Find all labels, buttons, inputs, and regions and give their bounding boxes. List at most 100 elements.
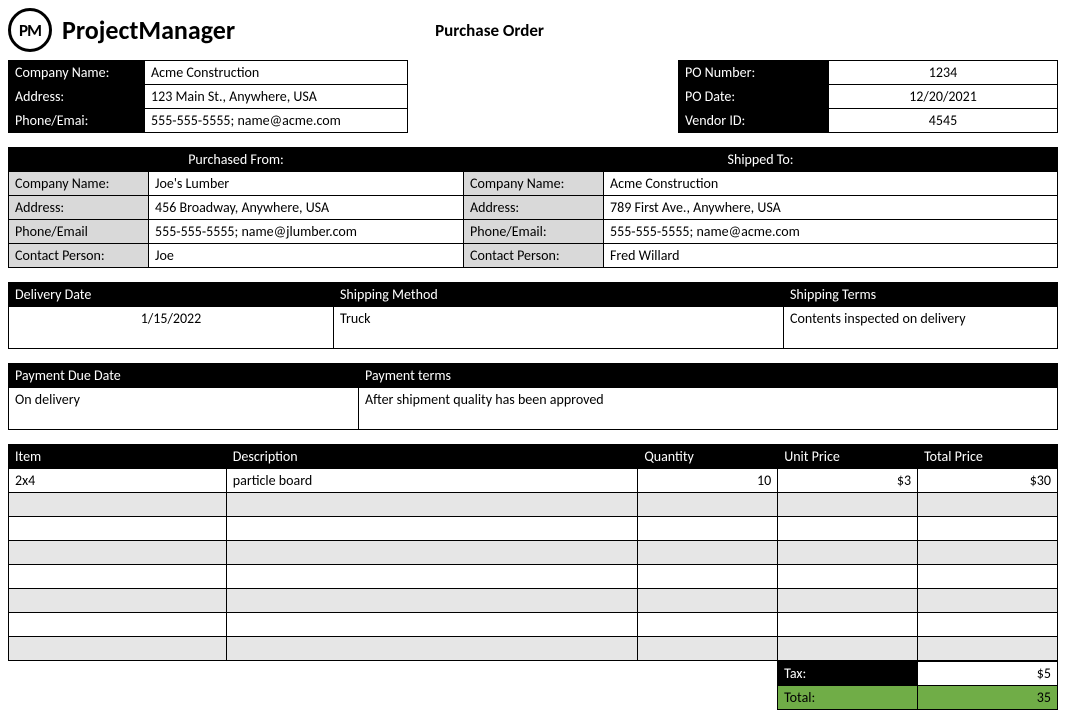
- items-header-unit: Unit Price: [778, 445, 918, 469]
- logo-icon: PM: [8, 8, 52, 52]
- tax-value: $5: [918, 662, 1058, 686]
- po-date-value: 12/20/2021: [829, 85, 1058, 109]
- brand-name: ProjectManager: [62, 14, 235, 46]
- shipping-terms-header: Shipping Terms: [784, 283, 1058, 307]
- items-cell-item: [9, 565, 227, 589]
- items-cell-qty: [638, 613, 778, 637]
- shipping-method-value: Truck: [334, 307, 784, 349]
- items-cell-qty: [638, 517, 778, 541]
- items-cell-qty: [638, 565, 778, 589]
- po-info-table: PO Number: 1234 PO Date: 12/20/2021 Vend…: [678, 60, 1058, 133]
- items-cell-item: [9, 589, 227, 613]
- items-cell-total: [918, 493, 1058, 517]
- items-cell-unit: [778, 589, 918, 613]
- po-number-label: PO Number:: [679, 61, 829, 85]
- items-cell-desc: [226, 613, 638, 637]
- items-cell-item: [9, 541, 227, 565]
- items-cell-unit: [778, 541, 918, 565]
- purchased-from-header: Purchased From:: [9, 148, 464, 172]
- table-row: [9, 541, 1058, 565]
- table-row: [9, 589, 1058, 613]
- items-cell-unit: [778, 565, 918, 589]
- delivery-date-header: Delivery Date: [9, 283, 334, 307]
- table-row: [9, 493, 1058, 517]
- items-cell-unit: [778, 493, 918, 517]
- items-cell-item: [9, 613, 227, 637]
- items-cell-desc: [226, 565, 638, 589]
- items-cell-unit: [778, 613, 918, 637]
- company-phone-label: Phone/Emai:: [9, 109, 145, 133]
- delivery-date-value: 1/15/2022: [9, 307, 334, 349]
- to-name-value: Acme Construction: [604, 172, 1058, 196]
- from-contact-value: Joe: [149, 244, 464, 268]
- items-cell-total: [918, 517, 1058, 541]
- items-cell-unit: [778, 637, 918, 661]
- total-label: Total:: [778, 686, 918, 710]
- totals-table: Tax: $5 Total: 35: [8, 661, 1058, 710]
- from-address-label: Address:: [9, 196, 149, 220]
- items-cell-desc: [226, 541, 638, 565]
- table-row: [9, 565, 1058, 589]
- items-cell-item: 2x4: [9, 469, 227, 493]
- from-contact-label: Contact Person:: [9, 244, 149, 268]
- items-cell-total: [918, 541, 1058, 565]
- items-header-qty: Quantity: [638, 445, 778, 469]
- items-cell-desc: [226, 517, 638, 541]
- items-cell-item: [9, 637, 227, 661]
- company-address-label: Address:: [9, 85, 145, 109]
- items-table: Item Description Quantity Unit Price Tot…: [8, 444, 1058, 661]
- payment-table: Payment Due Date Payment terms On delive…: [8, 363, 1058, 430]
- items-cell-desc: [226, 589, 638, 613]
- brand-block: PM ProjectManager: [8, 8, 235, 52]
- company-name-label: Company Name:: [9, 61, 145, 85]
- header: PM ProjectManager Purchase Order: [8, 8, 1058, 52]
- delivery-table: Delivery Date Shipping Method Shipping T…: [8, 282, 1058, 349]
- items-cell-item: [9, 517, 227, 541]
- document-title: Purchase Order: [435, 20, 544, 41]
- company-name-value: Acme Construction: [145, 61, 408, 85]
- tax-label: Tax:: [778, 662, 918, 686]
- items-cell-qty: [638, 637, 778, 661]
- table-row: 2x4particle board10$3$30: [9, 469, 1058, 493]
- items-cell-qty: [638, 541, 778, 565]
- po-vendor-label: Vendor ID:: [679, 109, 829, 133]
- from-address-value: 456 Broadway, Anywhere, USA: [149, 196, 464, 220]
- from-name-label: Company Name:: [9, 172, 149, 196]
- shipping-terms-value: Contents inspected on delivery: [784, 307, 1058, 349]
- items-cell-unit: [778, 517, 918, 541]
- to-phone-label: Phone/Email:: [464, 220, 604, 244]
- shipping-method-header: Shipping Method: [334, 283, 784, 307]
- items-cell-unit: $3: [778, 469, 918, 493]
- items-cell-desc: particle board: [226, 469, 638, 493]
- from-phone-value: 555-555-5555; name@jlumber.com: [149, 220, 464, 244]
- po-number-value: 1234: [829, 61, 1058, 85]
- payment-due-header: Payment Due Date: [9, 364, 359, 388]
- company-info-table: Company Name: Acme Construction Address:…: [8, 60, 408, 133]
- items-header-item: Item: [9, 445, 227, 469]
- company-address-value: 123 Main St., Anywhere, USA: [145, 85, 408, 109]
- from-name-value: Joe's Lumber: [149, 172, 464, 196]
- to-address-value: 789 First Ave., Anywhere, USA: [604, 196, 1058, 220]
- payment-terms-header: Payment terms: [359, 364, 1058, 388]
- company-phone-value: 555-555-5555; name@acme.com: [145, 109, 408, 133]
- items-cell-total: $30: [918, 469, 1058, 493]
- items-cell-total: [918, 637, 1058, 661]
- to-address-label: Address:: [464, 196, 604, 220]
- shipped-to-header: Shipped To:: [464, 148, 1058, 172]
- total-value: 35: [918, 686, 1058, 710]
- payment-terms-value: After shipment quality has been approved: [359, 388, 1058, 430]
- items-cell-total: [918, 565, 1058, 589]
- table-row: [9, 517, 1058, 541]
- table-row: [9, 637, 1058, 661]
- po-date-label: PO Date:: [679, 85, 829, 109]
- items-cell-total: [918, 589, 1058, 613]
- po-vendor-value: 4545: [829, 109, 1058, 133]
- items-cell-qty: [638, 589, 778, 613]
- items-header-desc: Description: [226, 445, 638, 469]
- table-row: [9, 613, 1058, 637]
- to-contact-label: Contact Person:: [464, 244, 604, 268]
- items-header-total: Total Price: [918, 445, 1058, 469]
- payment-due-value: On delivery: [9, 388, 359, 430]
- items-cell-item: [9, 493, 227, 517]
- items-cell-qty: [638, 493, 778, 517]
